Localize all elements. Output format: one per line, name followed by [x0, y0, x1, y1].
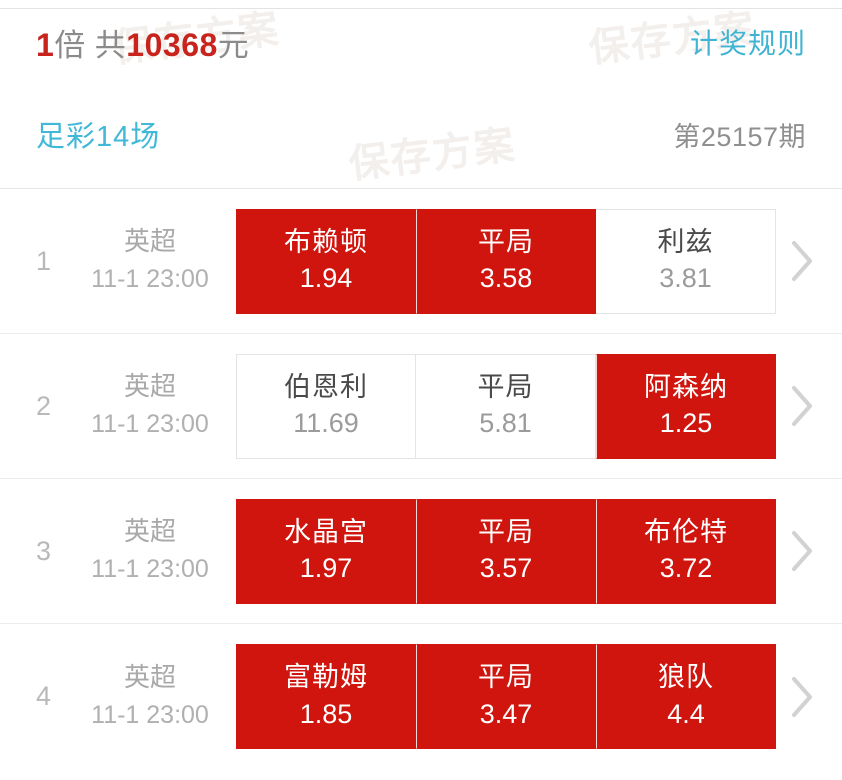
top-divider [0, 8, 842, 9]
match-league: 英超 [123, 516, 176, 547]
option-team-name: 水晶宫 [284, 516, 368, 547]
option-team-name: 布赖顿 [284, 226, 368, 257]
option-odds: 3.72 [659, 553, 713, 584]
prize-rules-link[interactable]: 计奖规则 [689, 28, 806, 59]
option-team-name: 平局 [478, 516, 534, 547]
option-odds: 4.4 [667, 698, 705, 729]
option-team-name: 富勒姆 [284, 662, 368, 693]
option-odds: 1.94 [299, 263, 353, 294]
option-cell[interactable]: 布伦特 3.72 [596, 498, 776, 604]
option-odds: 3.57 [479, 553, 533, 584]
match-league: 英超 [123, 661, 176, 692]
option-odds: 3.58 [479, 263, 533, 294]
match-time: 11-1 23:00 [91, 410, 209, 439]
option-cell[interactable]: 布赖顿 1.94 [236, 208, 416, 314]
chevron-right-icon[interactable] [776, 384, 828, 428]
match-index: 4 [36, 681, 52, 711]
match-meta: 英超 11-1 23:00 [74, 659, 236, 734]
total-prefix: 共 [94, 27, 127, 63]
match-index: 1 [36, 245, 52, 276]
match-time: 11-1 23:00 [91, 265, 209, 294]
match-time: 11-1 23:00 [91, 555, 209, 584]
option-odds: 3.47 [479, 698, 533, 729]
total-amount: 10368 [126, 26, 218, 63]
option-team-name: 阿森纳 [644, 371, 728, 402]
match-meta: 英超 11-1 23:00 [74, 223, 236, 298]
match-league: 英超 [123, 371, 176, 402]
option-group: 布赖顿 1.94 平局 3.58 利兹 3.81 [236, 208, 776, 314]
issue-number: 第25157期 [673, 121, 806, 152]
chevron-right-icon[interactable] [776, 675, 828, 719]
option-cell[interactable]: 伯恩利 11.69 [236, 353, 416, 459]
option-team-name: 伯恩利 [284, 371, 368, 402]
option-odds: 5.81 [479, 408, 532, 439]
match-league: 英超 [123, 226, 176, 257]
stake-summary-row: 1倍 共10368元 计奖规则 [36, 0, 806, 84]
option-cell[interactable]: 阿森纳 1.25 [596, 353, 776, 459]
option-team-name: 布伦特 [644, 516, 728, 547]
option-odds: 3.81 [659, 263, 712, 294]
option-odds: 1.97 [299, 553, 353, 584]
match-row[interactable]: 3 英超 11-1 23:00 水晶宫 1.97 平局 3.57 布伦特 3.72 [0, 479, 842, 624]
option-odds: 11.69 [293, 408, 359, 439]
option-team-name: 平局 [478, 662, 534, 693]
ticket-header: 1倍 共10368元 计奖规则 足彩14场 第25157期 [0, 0, 842, 184]
chevron-right-icon[interactable] [776, 529, 828, 573]
match-row[interactable]: 2 英超 11-1 23:00 伯恩利 11.69 平局 5.81 阿森纳 1.25 [0, 334, 842, 479]
option-cell[interactable]: 平局 3.58 [416, 208, 596, 314]
match-index: 3 [36, 535, 52, 566]
option-team-name: 平局 [478, 226, 534, 257]
match-row[interactable]: 1 英超 11-1 23:00 布赖顿 1.94 平局 3.58 利兹 3.81 [0, 189, 842, 334]
option-cell[interactable]: 水晶宫 1.97 [236, 498, 416, 604]
option-group: 富勒姆 1.85 平局 3.47 狼队 4.4 [236, 644, 776, 749]
play-type-row: 足彩14场 第25157期 [36, 84, 806, 184]
option-odds: 1.25 [659, 408, 713, 439]
option-team-name: 利兹 [657, 226, 714, 257]
stake-summary: 1倍 共10368元 [36, 20, 249, 65]
option-cell[interactable]: 平局 3.47 [416, 644, 596, 749]
option-cell[interactable]: 利兹 3.81 [596, 208, 776, 314]
option-team-name: 平局 [477, 371, 534, 402]
option-cell[interactable]: 富勒姆 1.85 [236, 644, 416, 749]
match-meta: 英超 11-1 23:00 [74, 513, 236, 588]
match-list: 1 英超 11-1 23:00 布赖顿 1.94 平局 3.58 利兹 3.81 2 英超 11-1 … [0, 189, 842, 769]
option-cell[interactable]: 狼队 4.4 [596, 644, 776, 749]
chevron-right-icon[interactable] [776, 239, 828, 283]
play-type-label[interactable]: 足彩14场 [36, 121, 161, 153]
option-team-name: 狼队 [658, 662, 714, 693]
total-unit: 元 [217, 27, 250, 63]
match-time: 11-1 23:00 [91, 700, 209, 729]
match-index: 2 [36, 390, 52, 421]
option-group: 水晶宫 1.97 平局 3.57 布伦特 3.72 [236, 498, 776, 604]
option-group: 伯恩利 11.69 平局 5.81 阿森纳 1.25 [236, 353, 776, 459]
option-cell[interactable]: 平局 5.81 [416, 353, 596, 459]
option-cell[interactable]: 平局 3.57 [416, 498, 596, 604]
multiplier-unit: 倍 [54, 27, 86, 63]
header-list-divider [0, 188, 842, 189]
match-meta: 英超 11-1 23:00 [74, 368, 236, 443]
multiplier-value: 1 [36, 26, 55, 63]
option-odds: 1.85 [299, 698, 353, 729]
match-row[interactable]: 4 英超 11-1 23:00 富勒姆 1.85 平局 3.47 狼队 4.4 [0, 624, 842, 769]
